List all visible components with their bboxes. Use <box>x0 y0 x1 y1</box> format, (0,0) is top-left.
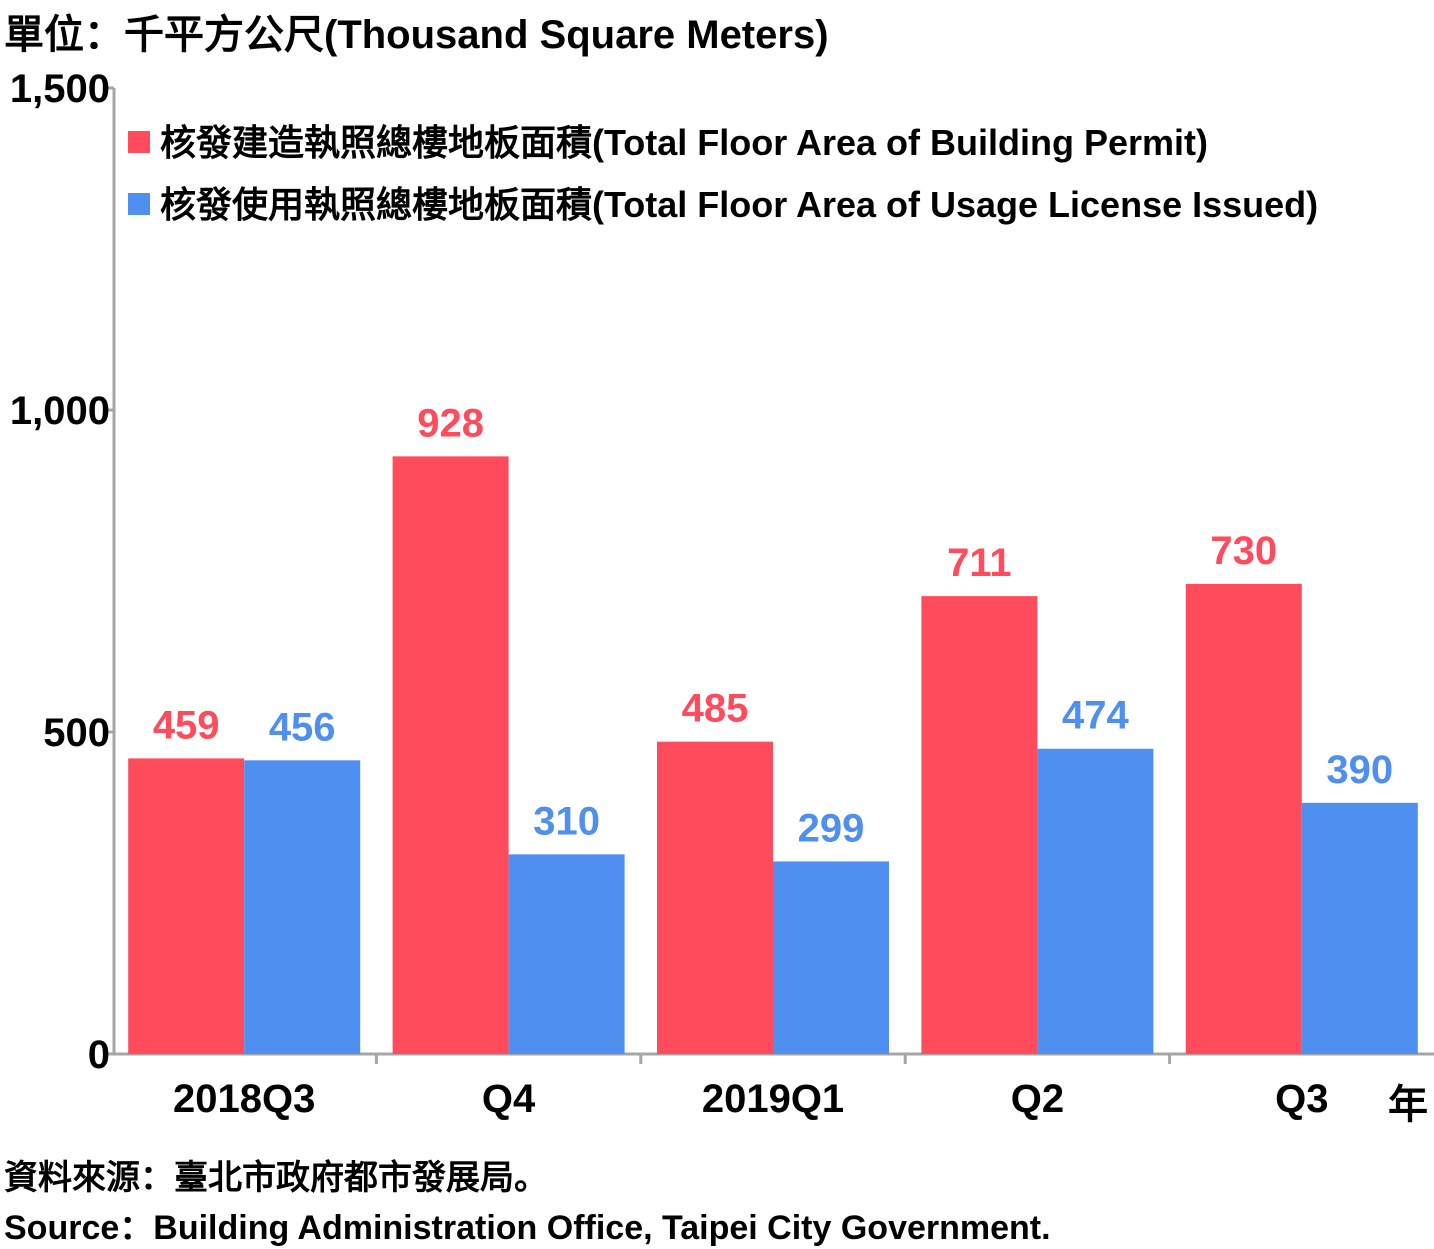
source-note-chinese: 資料來源：臺北市政府都市發展局。 <box>4 1159 548 1197</box>
chart-bars <box>128 456 1418 1054</box>
legend-item-usage-license: 核發使用執照總樓地板面積(Total Floor Area of Usage L… <box>128 176 1318 228</box>
data-label-usage-0: 456 <box>269 705 336 749</box>
x-axis-unit-label: 年 <box>1388 1083 1428 1127</box>
legend-swatch-usage <box>128 193 150 216</box>
data-label-usage-1: 310 <box>533 799 600 843</box>
y-tick-label: 500 <box>43 711 110 755</box>
bar-permit-4 <box>1185 583 1302 1054</box>
data-label-permit-3: 711 <box>947 541 1012 585</box>
y-tick-label: 1,000 <box>10 389 110 433</box>
legend-swatch-permit <box>128 131 150 154</box>
bar-permit-1 <box>392 456 509 1054</box>
data-label-usage-4: 390 <box>1326 748 1393 792</box>
bar-usage-2 <box>773 861 889 1054</box>
bar-usage-4 <box>1301 802 1418 1054</box>
source-note-english: Source：Building Administration Office, T… <box>4 1209 1051 1247</box>
x-tick-label-2: 2019Q1 <box>702 1077 844 1121</box>
bar-permit-3 <box>921 596 1038 1054</box>
x-tick-label-0: 2018Q3 <box>173 1077 315 1121</box>
y-tick-label: 0 <box>88 1033 110 1077</box>
x-tick-label-4: Q3 <box>1275 1077 1328 1121</box>
x-tick-label-3: Q2 <box>1011 1077 1064 1121</box>
legend-item-building-permit: 核發建造執照總樓地板面積(Total Floor Area of Buildin… <box>128 114 1208 166</box>
legend-label-permit: 核發建造執照總樓地板面積(Total Floor Area of Buildin… <box>160 122 1208 163</box>
bar-permit-2 <box>657 741 773 1054</box>
bar-permit-0 <box>128 758 245 1054</box>
legend-label-usage: 核發使用執照總樓地板面積(Total Floor Area of Usage L… <box>160 184 1319 225</box>
data-label-usage-2: 299 <box>798 806 865 850</box>
data-label-usage-3: 474 <box>1062 694 1129 738</box>
x-tick-label-1: Q4 <box>482 1077 536 1121</box>
data-label-permit-2: 485 <box>682 687 749 731</box>
unit-label: 單位：千平方公尺(Thousand Square Meters) <box>4 13 829 57</box>
data-label-permit-4: 730 <box>1210 529 1277 573</box>
data-label-permit-1: 928 <box>417 401 484 445</box>
y-tick-label: 1,500 <box>10 67 110 111</box>
bar-usage-3 <box>1037 748 1154 1054</box>
bar-usage-0 <box>244 760 361 1054</box>
chart-labels: 459 456 2018Q3 928 310 Q4 485 299 2019Q1 711 474 Q2… <box>153 401 1393 1121</box>
data-label-permit-0: 459 <box>153 703 220 747</box>
bar-usage-1 <box>508 854 625 1054</box>
